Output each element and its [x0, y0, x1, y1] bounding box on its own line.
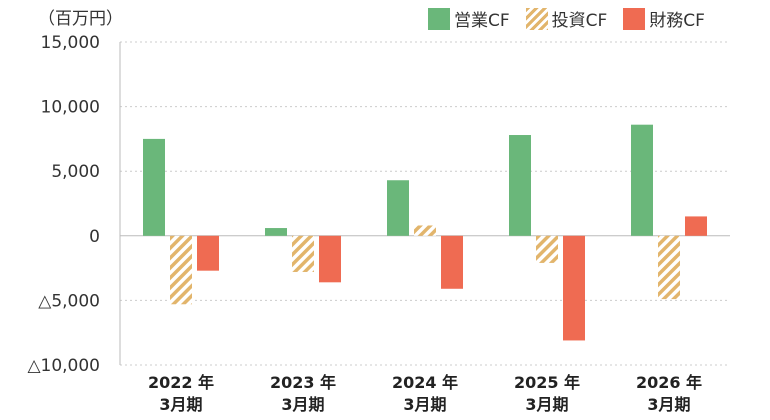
legend-item-investing: 投資CF [525, 6, 608, 31]
legend-label-financing: 財務CF [649, 11, 705, 31]
x-tick-label-period: 3月期 [647, 395, 690, 414]
financing-cf-bar [441, 235, 463, 289]
x-tick-label-period: 3月期 [525, 395, 568, 414]
y-tick-label: 5,000 [51, 162, 100, 182]
investing-cf-bar [658, 235, 680, 300]
y-axis-unit-label: （百万円） [38, 9, 123, 29]
y-tick-label: 10,000 [41, 98, 100, 118]
y-tick-label: △5,000 [38, 291, 100, 311]
x-tick-label-year: 2026 年 [636, 373, 702, 392]
legend-item-operating: 営業CF [428, 6, 510, 31]
operating-cf-bar [143, 138, 165, 236]
financing-cf-bar [685, 216, 707, 236]
x-tick-label-period: 3月期 [281, 395, 324, 414]
operating-cf-bar [631, 124, 653, 236]
legend-swatch-financing [623, 7, 646, 30]
operating-cf-bar [509, 135, 531, 236]
legend-label-operating: 営業CF [454, 11, 510, 31]
x-tick-label-year: 2023 年 [270, 373, 336, 392]
legend-item-financing: 財務CF [623, 6, 705, 31]
x-tick-label-year: 2025 年 [514, 373, 580, 392]
legend-swatch-investing [525, 7, 548, 30]
legend-swatch-operating [428, 7, 450, 30]
x-tick-label-year: 2024 年 [392, 373, 458, 392]
x-tick-label-year: 2022 年 [148, 373, 214, 392]
investing-cf-bar [414, 225, 436, 236]
investing-cf-bar [536, 235, 558, 263]
x-tick-label-period: 3月期 [159, 395, 202, 414]
legend-label-investing: 投資CF [551, 11, 608, 31]
y-tick-label: 0 [89, 227, 100, 247]
chart-legend: 営業CF 投資CF 財務CF [428, 6, 721, 31]
y-tick-label: △10,000 [27, 356, 100, 376]
financing-cf-bar [563, 235, 585, 341]
operating-cf-bar [265, 228, 287, 236]
x-tick-label-period: 3月期 [403, 395, 446, 414]
y-tick-label: 15,000 [41, 33, 100, 53]
investing-cf-bar [292, 235, 314, 272]
financing-cf-bar [197, 235, 219, 271]
operating-cf-bar [387, 180, 409, 236]
investing-cf-bar [170, 235, 192, 305]
financing-cf-bar [319, 235, 341, 283]
